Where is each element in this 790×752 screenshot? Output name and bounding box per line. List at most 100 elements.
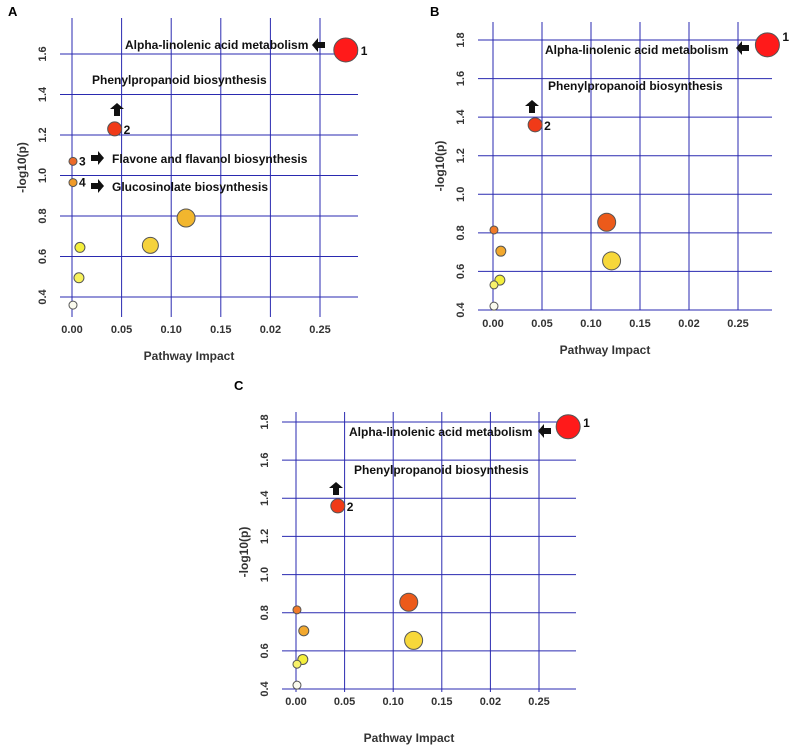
panel-c: C 0.4 0.6 0.8 1.0 1.2 1.4 1.6 1.8 0.00 0.05 0.10 0.1… bbox=[234, 378, 590, 745]
annotation-a-3: Glucosinolate biosynthesis bbox=[112, 180, 268, 194]
bubble-c-0 bbox=[555, 414, 581, 440]
bubble-c-4 bbox=[298, 625, 310, 637]
annotation-b-0: Alpha-linolenic acid metabolism bbox=[545, 43, 728, 57]
x-axis-title-c: Pathway Impact bbox=[364, 731, 455, 745]
arrow-icon-b-0 bbox=[736, 41, 749, 55]
bubble-label-a-0: 1 bbox=[361, 44, 368, 58]
annotation-a-2: Flavone and flavanol biosynthesis bbox=[112, 152, 308, 166]
y-tick-label-a-4: 1.2 bbox=[37, 127, 49, 142]
y-tick-label-a-3: 1.0 bbox=[37, 168, 49, 183]
arrow-icon-a-3 bbox=[91, 179, 104, 193]
bubble-b-4 bbox=[495, 245, 507, 257]
y-tick-label-c-7: 1.8 bbox=[259, 414, 271, 429]
panel-b: B 0.4 0.6 0.8 1.0 1.2 1.4 1.6 1.8 0.00 0.05 0.10 0.1… bbox=[430, 4, 789, 357]
bubble-label-b-0: 1 bbox=[782, 30, 789, 44]
y-tick-label-b-5: 1.4 bbox=[455, 109, 467, 125]
y-tick-label-c-3: 1.0 bbox=[259, 567, 271, 582]
bubble-label-c-1: 2 bbox=[347, 500, 354, 514]
x-tick-label-c-2: 0.10 bbox=[382, 696, 403, 708]
y-tick-label-b-4: 1.2 bbox=[455, 148, 467, 163]
y-tick-label-c-1: 0.6 bbox=[259, 643, 271, 658]
y-tick-label-a-6: 1.6 bbox=[37, 46, 49, 61]
x-tick-label-a-2: 0.10 bbox=[160, 324, 181, 336]
bubble-a-0 bbox=[333, 37, 359, 63]
y-tick-label-b-2: 0.8 bbox=[455, 225, 467, 240]
y-tick-label-c-6: 1.6 bbox=[259, 452, 271, 467]
arrow-icon-a-0 bbox=[312, 38, 325, 52]
x-axis-title-b: Pathway Impact bbox=[560, 343, 651, 357]
y-tick-label-c-2: 0.8 bbox=[259, 605, 271, 620]
x-tick-label-b-3: 0.15 bbox=[629, 318, 650, 330]
panel-letter-a: A bbox=[8, 4, 18, 19]
bubble-c-1 bbox=[330, 498, 346, 514]
x-tick-label-c-3: 0.15 bbox=[431, 696, 452, 708]
bubble-b-8 bbox=[489, 301, 499, 311]
bubble-a-3 bbox=[68, 178, 78, 188]
arrow-icon-c-1 bbox=[329, 482, 343, 495]
x-tick-label-b-2: 0.10 bbox=[580, 318, 601, 330]
panel-letter-b: B bbox=[430, 4, 439, 19]
x-tick-label-b-1: 0.05 bbox=[531, 318, 552, 330]
y-tick-label-c-5: 1.4 bbox=[259, 490, 271, 506]
annotation-c-0: Alpha-linolenic acid metabolism bbox=[349, 425, 532, 439]
y-tick-label-c-4: 1.2 bbox=[259, 529, 271, 544]
bubble-b-0 bbox=[754, 32, 780, 58]
annotation-a-0: Alpha-linolenic acid metabolism bbox=[125, 38, 308, 52]
bubble-label-a-1: 2 bbox=[124, 123, 131, 137]
y-tick-label-a-2: 0.8 bbox=[37, 208, 49, 223]
y-axis-title-a: -log10(p) bbox=[15, 142, 29, 193]
bubble-b-5 bbox=[602, 251, 622, 271]
bubble-a-4 bbox=[176, 208, 196, 228]
arrow-icon-a-1 bbox=[110, 103, 124, 116]
annotation-c-1: Phenylpropanoid biosynthesis bbox=[354, 463, 529, 477]
x-tick-label-a-4: 0.02 bbox=[260, 324, 281, 336]
bubble-c-8 bbox=[292, 680, 302, 690]
y-tick-label-b-3: 1.0 bbox=[455, 187, 467, 202]
y-tick-label-a-5: 1.4 bbox=[37, 86, 49, 102]
x-tick-label-a-1: 0.05 bbox=[111, 324, 132, 336]
arrow-icon-a-2 bbox=[91, 151, 104, 165]
y-tick-label-b-6: 1.6 bbox=[455, 71, 467, 86]
annotation-b-1: Phenylpropanoid biosynthesis bbox=[548, 79, 723, 93]
x-tick-label-c-0: 0.00 bbox=[285, 696, 306, 708]
y-tick-label-a-0: 0.4 bbox=[37, 288, 49, 304]
bubble-a-1 bbox=[107, 121, 123, 137]
x-tick-label-a-3: 0.15 bbox=[210, 324, 231, 336]
bubble-a-8 bbox=[68, 300, 78, 310]
bubble-a-2 bbox=[68, 156, 78, 166]
bubble-label-a-2: 3 bbox=[79, 154, 86, 168]
bubble-label-b-1: 2 bbox=[544, 119, 551, 133]
x-tick-label-a-5: 0.25 bbox=[309, 324, 330, 336]
bubble-b-7 bbox=[489, 280, 499, 290]
y-axis-title-c: -log10(p) bbox=[237, 527, 251, 578]
x-tick-label-a-0: 0.00 bbox=[61, 324, 82, 336]
bubble-c-3 bbox=[292, 605, 302, 615]
x-tick-label-c-1: 0.05 bbox=[334, 696, 355, 708]
x-axis-title-a: Pathway Impact bbox=[144, 349, 235, 363]
bubble-b-2 bbox=[597, 212, 617, 232]
bubble-a-5 bbox=[141, 236, 159, 254]
y-tick-label-c-0: 0.4 bbox=[259, 680, 271, 696]
y-tick-label-b-0: 0.4 bbox=[455, 301, 467, 317]
y-tick-label-b-1: 0.6 bbox=[455, 264, 467, 279]
x-tick-label-c-4: 0.02 bbox=[480, 696, 501, 708]
bubble-c-7 bbox=[292, 659, 302, 669]
bubble-label-c-0: 1 bbox=[583, 416, 590, 430]
x-tick-label-b-4: 0.02 bbox=[678, 318, 699, 330]
bubble-a-7 bbox=[73, 272, 85, 284]
x-tick-label-b-5: 0.25 bbox=[727, 318, 748, 330]
bubble-b-3 bbox=[489, 225, 499, 235]
arrow-icon-c-0 bbox=[538, 424, 551, 438]
bubble-a-6 bbox=[74, 241, 86, 253]
panel-letter-c: C bbox=[234, 378, 244, 393]
bubble-b-1 bbox=[527, 117, 543, 133]
y-axis-title-b: -log10(p) bbox=[433, 141, 447, 192]
bubble-label-a-3: 4 bbox=[79, 176, 86, 190]
bubble-c-5 bbox=[404, 630, 424, 650]
panel-a: A 0.4 0.6 0.8 1.0 1.2 1.4 1.6 0.00 0.05 0.10 0.15 0.… bbox=[8, 4, 368, 363]
bubble-c-2 bbox=[399, 592, 419, 612]
x-tick-label-b-0: 0.00 bbox=[482, 318, 503, 330]
x-tick-label-c-5: 0.25 bbox=[528, 696, 549, 708]
y-tick-label-a-1: 0.6 bbox=[37, 249, 49, 264]
